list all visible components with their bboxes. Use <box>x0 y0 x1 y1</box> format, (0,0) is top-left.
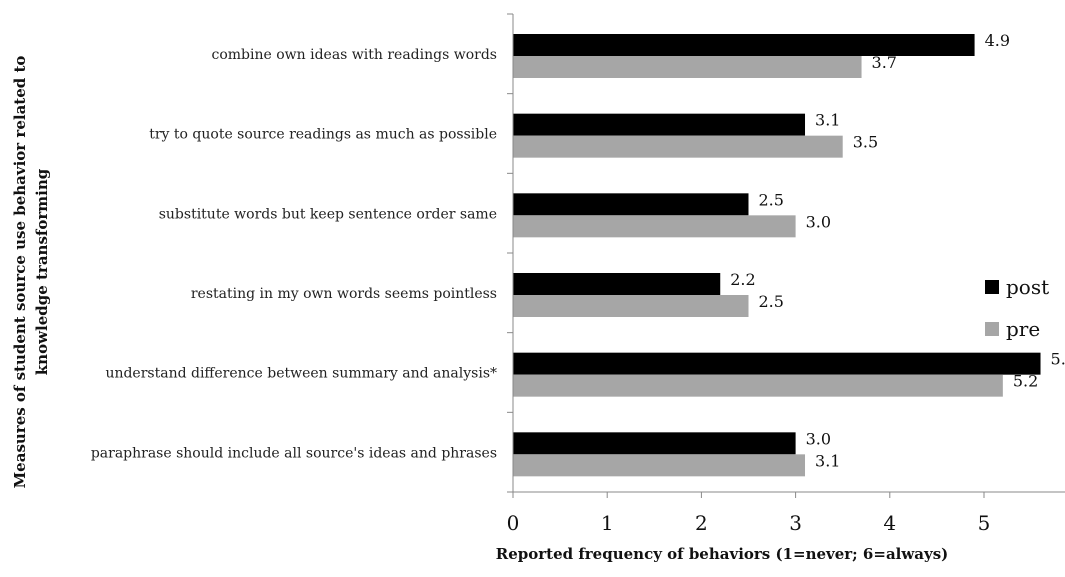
legend: post pre <box>985 275 1049 341</box>
x-tick-label: 4 <box>883 511 896 535</box>
category-label: paraphrase should include all source's i… <box>91 445 497 461</box>
y-axis-title-line: knowledge transforming <box>33 168 51 375</box>
legend-swatch-pre <box>985 322 999 336</box>
bar-pre <box>513 454 806 477</box>
data-label-pre: 3.5 <box>853 133 878 152</box>
data-label-pre: 5.2 <box>1013 372 1038 391</box>
bar-post <box>513 432 796 455</box>
bar-pre <box>513 215 796 238</box>
bar-post <box>513 34 975 56</box>
bars-group <box>513 34 1041 477</box>
bar-pre <box>513 56 862 78</box>
data-label-pre: 3.7 <box>872 53 897 72</box>
axes <box>507 13 1065 498</box>
bar-post <box>513 273 721 295</box>
x-tick-label: 5 <box>978 511 991 535</box>
y-axis-title-line: Measures of student source use behavior … <box>11 56 29 489</box>
x-tick-label: 3 <box>789 511 802 535</box>
value-labels: 4.93.73.13.52.53.02.22.55.65.23.03.1 <box>730 31 1065 470</box>
x-axis-title: Reported frequency of behaviors (1=never… <box>496 545 949 563</box>
y-axis-title: Measures of student source use behavior … <box>11 56 51 489</box>
category-label: restating in my own words seems pointles… <box>191 286 497 302</box>
category-label: substitute words but keep sentence order… <box>159 206 497 222</box>
x-tick-labels: 0123456 <box>507 511 991 535</box>
category-label: understand difference between summary an… <box>105 366 497 382</box>
bar-pre <box>513 295 749 317</box>
bar-post <box>513 113 806 136</box>
bar-pre <box>513 135 843 158</box>
data-label-post: 4.9 <box>985 31 1010 50</box>
data-label-post: 2.5 <box>759 190 784 209</box>
category-label: try to quote source readings as much as … <box>149 127 497 143</box>
category-labels: combine own ideas with readings words try… <box>91 47 497 461</box>
category-label: combine own ideas with readings words <box>211 47 497 63</box>
x-tick-label: 1 <box>601 511 614 535</box>
x-tick-label: 0 <box>507 511 520 535</box>
data-label-pre: 3.0 <box>806 212 831 231</box>
legend-label-pre: pre <box>1006 317 1040 341</box>
bar-pre <box>513 374 1003 397</box>
legend-label-post: post <box>1006 275 1049 299</box>
data-label-pre: 2.5 <box>759 292 784 311</box>
legend-swatch-post <box>985 280 999 294</box>
data-label-post: 2.2 <box>730 270 755 289</box>
bar-post <box>513 193 749 216</box>
x-tick-label: 2 <box>695 511 708 535</box>
data-label-post: 3.0 <box>806 429 831 448</box>
data-label-pre: 3.1 <box>815 451 840 470</box>
bar-post <box>513 352 1041 375</box>
data-label-post: 5.6 <box>1051 350 1065 369</box>
data-label-post: 3.1 <box>815 111 840 130</box>
